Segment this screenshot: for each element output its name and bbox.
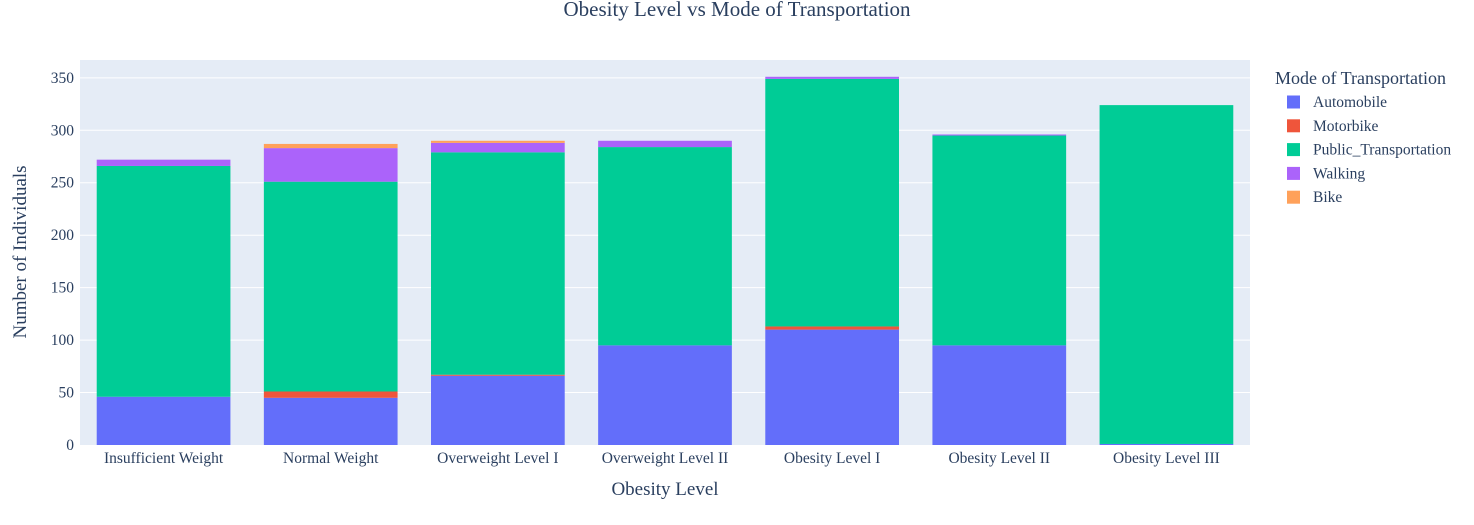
y-axis-title: Number of Individuals: [10, 165, 31, 338]
bars: [96, 76, 1234, 445]
bar-segment[interactable]: [598, 345, 732, 445]
y-tick-label: 50: [59, 385, 75, 402]
bar-segment[interactable]: [431, 142, 565, 153]
bar-segment[interactable]: [1099, 443, 1234, 445]
bar-segment[interactable]: [765, 78, 899, 327]
legend-swatch[interactable]: [1287, 190, 1300, 204]
bar-segment[interactable]: [431, 375, 565, 445]
chart-title: Obesity Level vs Mode of Transportation: [563, 0, 911, 21]
legend-title: Mode of Transportation: [1275, 68, 1446, 88]
bar-segment[interactable]: [96, 159, 231, 166]
bar-segment[interactable]: [263, 143, 398, 149]
bar-segment[interactable]: [598, 147, 732, 346]
y-tick-label: 200: [51, 227, 75, 244]
x-axis-ticks: Insufficient Weight Normal Weight Overweig…: [104, 450, 1220, 467]
x-axis-title: Obesity Level: [611, 479, 718, 500]
x-tick-label: Obesity Level I: [784, 450, 880, 467]
y-tick-label: 300: [51, 122, 75, 139]
bar-segment[interactable]: [96, 396, 231, 445]
y-tick-label: 350: [51, 70, 75, 87]
legend-item-label[interactable]: Bike: [1313, 189, 1342, 206]
legend-item-label[interactable]: Walking: [1313, 165, 1365, 182]
legend-item-label[interactable]: Public_Transportation: [1313, 142, 1451, 159]
y-tick-label: 150: [51, 280, 75, 297]
bar-segment[interactable]: [932, 345, 1067, 445]
y-tick-label: 250: [51, 175, 75, 192]
bar-segment[interactable]: [263, 148, 398, 182]
legend-item-label[interactable]: Automobile: [1313, 94, 1387, 111]
bar-segment[interactable]: [431, 152, 565, 375]
y-tick-label: 0: [66, 437, 74, 454]
bar-segment[interactable]: [431, 374, 565, 376]
bar-segment[interactable]: [263, 397, 398, 445]
bar-segment[interactable]: [765, 329, 899, 445]
bar-segment[interactable]: [765, 326, 899, 330]
bar-segment[interactable]: [932, 134, 1067, 136]
bar-segment[interactable]: [431, 140, 565, 143]
bar-segment[interactable]: [932, 135, 1067, 346]
x-tick-label: Overweight Level I: [437, 450, 558, 467]
legend-swatch[interactable]: [1287, 95, 1300, 109]
x-tick-label: Obesity Level III: [1113, 450, 1220, 467]
y-tick-label: 100: [51, 332, 75, 349]
bar-segment[interactable]: [96, 165, 231, 397]
bar-segment[interactable]: [263, 181, 398, 392]
legend-swatch[interactable]: [1287, 119, 1300, 133]
bar-segment[interactable]: [765, 76, 899, 79]
x-tick-label: Overweight Level II: [602, 450, 729, 467]
bar-segment[interactable]: [263, 391, 398, 398]
legend-item-label[interactable]: Motorbike: [1313, 118, 1379, 135]
x-tick-label: Insufficient Weight: [104, 450, 224, 467]
legend[interactable]: Automobile Motorbike Public_Transportation…: [1287, 94, 1451, 206]
x-tick-label: Normal Weight: [283, 450, 379, 467]
bar-segment[interactable]: [598, 140, 732, 148]
legend-swatch[interactable]: [1287, 166, 1300, 180]
legend-swatch[interactable]: [1287, 143, 1300, 157]
bar-segment[interactable]: [1099, 105, 1234, 444]
y-axis-ticks: 0 50 100 150 200 250 300 350: [51, 70, 75, 454]
x-tick-label: Obesity Level II: [948, 450, 1050, 467]
